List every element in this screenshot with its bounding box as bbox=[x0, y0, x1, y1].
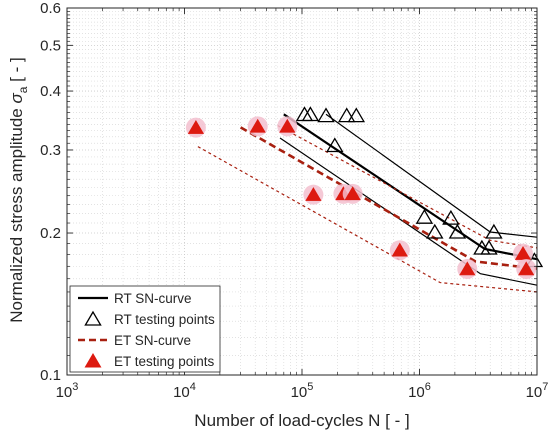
et-testing-point bbox=[391, 242, 408, 257]
x-tick-label: 106 bbox=[408, 381, 431, 401]
y-axis-label-text: Normalized stress amplitude bbox=[7, 104, 26, 323]
y-axis-label-subscript: a bbox=[16, 86, 30, 93]
rt-testing-point bbox=[448, 223, 467, 239]
rt-testing-point bbox=[337, 107, 356, 123]
x-tick-label: 104 bbox=[173, 381, 196, 401]
sn-curve-upper-line bbox=[277, 124, 538, 249]
y-tick-label: 0.6 bbox=[40, 0, 61, 17]
y-axis-label: Normalized stress amplitude σa [ - ] bbox=[7, 57, 30, 322]
et-testing-point bbox=[459, 261, 476, 276]
x-tick-label: 107 bbox=[526, 381, 549, 401]
x-axis-label: Number of load-cycles N [ - ] bbox=[194, 411, 409, 430]
x-tick-label: 105 bbox=[291, 381, 314, 401]
et-testing-point bbox=[344, 186, 361, 201]
axis-tick-marks bbox=[66, 7, 538, 376]
rt-testing-point bbox=[347, 107, 366, 123]
rt-testing-point bbox=[415, 208, 434, 224]
rt-testing-point bbox=[426, 223, 444, 239]
sn-curve-lines bbox=[197, 113, 538, 293]
y-tick-label: 0.4 bbox=[40, 83, 61, 100]
rt-testing-point bbox=[326, 137, 344, 153]
rt-testing-point bbox=[480, 239, 498, 255]
et-testing-point bbox=[279, 118, 296, 133]
y-axis-label-unit: [ - ] bbox=[7, 57, 26, 86]
x-tick-label: 103 bbox=[56, 381, 79, 401]
rt-testing-point bbox=[301, 106, 320, 122]
y-tick-label: 0.3 bbox=[40, 142, 61, 159]
legend-label: RT SN-curve bbox=[114, 291, 192, 306]
y-axis-tick-labels: 0.1 0.2 0.3 0.4 0.5 0.6 bbox=[40, 0, 61, 384]
legend-label: ET testing points bbox=[114, 354, 215, 369]
rt-testing-point bbox=[317, 107, 335, 123]
rt-testing-point bbox=[485, 223, 503, 239]
et-testing-point bbox=[187, 120, 205, 134]
y-axis-label-symbol: σ bbox=[7, 93, 26, 104]
legend-marker-swatch bbox=[84, 310, 102, 326]
sn-curve-lower-line bbox=[197, 146, 538, 293]
rt-testing-point bbox=[442, 209, 460, 225]
legend-label: ET SN-curve bbox=[114, 333, 191, 348]
et-testing-point bbox=[305, 187, 322, 201]
sn-curve-mean-line bbox=[239, 126, 538, 270]
y-tick-label: 0.1 bbox=[40, 367, 61, 384]
legend: RT SN-curve RT testing points ET SN-curve E… bbox=[69, 285, 221, 373]
et-testing-point bbox=[518, 261, 535, 276]
y-tick-label: 0.5 bbox=[40, 37, 61, 54]
testing-point-markers bbox=[185, 106, 544, 279]
sn-curve-lower-line bbox=[279, 137, 538, 286]
x-axis-tick-labels: 103 104 105 106 107 bbox=[56, 381, 549, 401]
legend-items: RT SN-curve RT testing points ET SN-curve E… bbox=[78, 291, 215, 369]
legend-label: RT testing points bbox=[114, 312, 215, 327]
et-testing-point bbox=[249, 118, 266, 133]
y-tick-label: 0.2 bbox=[40, 225, 61, 242]
legend-marker-swatch bbox=[84, 353, 102, 368]
